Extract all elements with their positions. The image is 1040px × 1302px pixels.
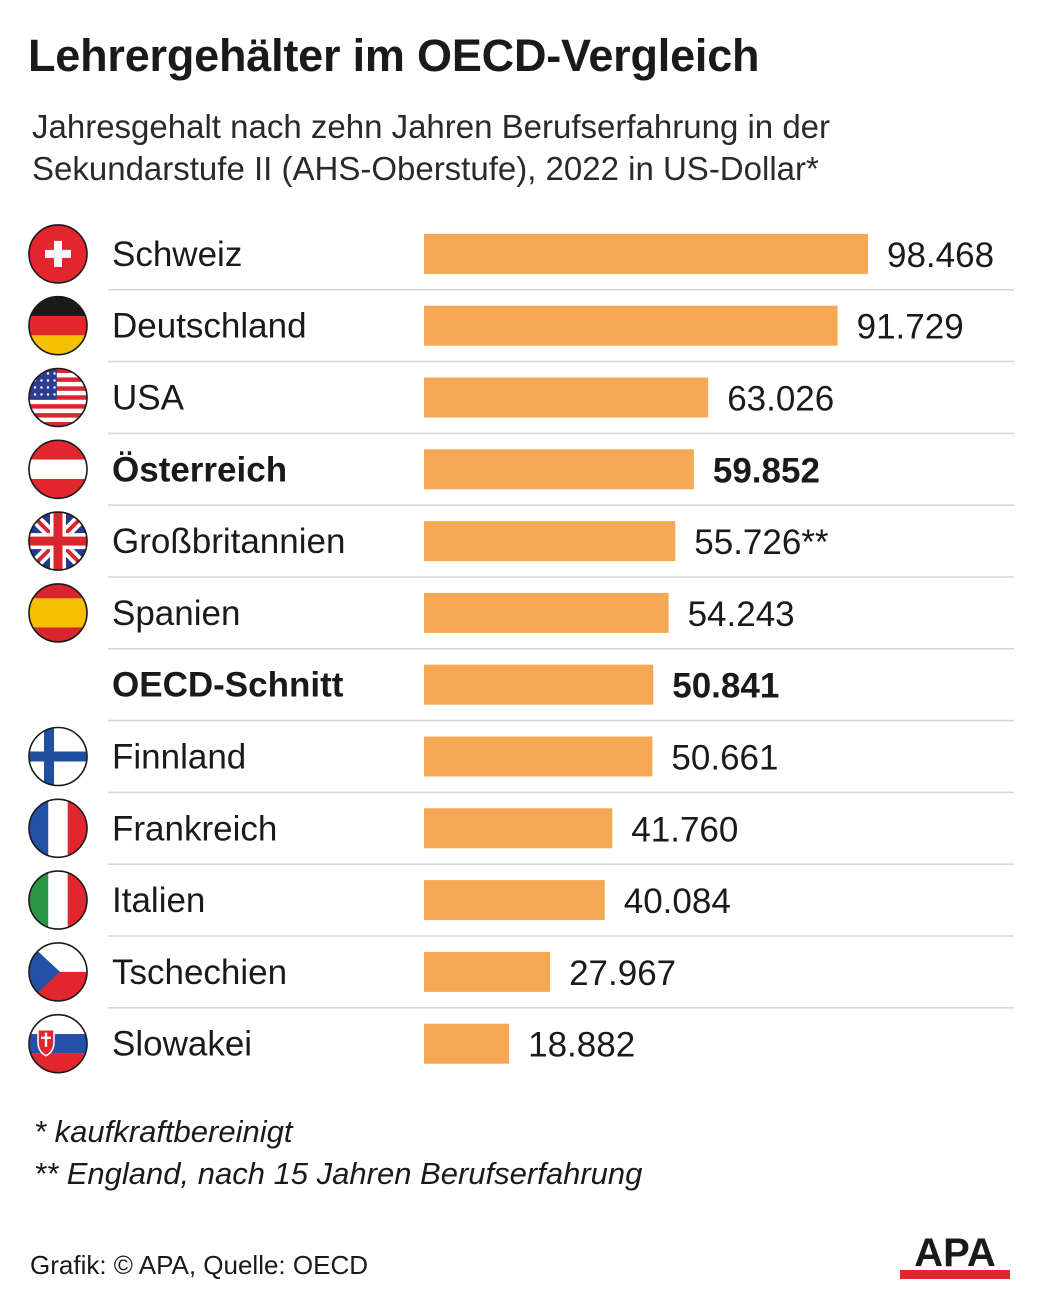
switzerland-flag-icon [28,224,88,284]
row-label-grossbritannien: Großbritannien [112,522,345,561]
finland-flag-icon [28,726,88,787]
row-label-slowakei: Slowakei [112,1025,252,1064]
bar-spanien [424,592,669,633]
row-label-usa: USA [112,379,185,418]
bar-schweiz [424,233,868,274]
slovakia-flag-icon [28,1013,88,1074]
row-label-oecd-schnitt: OECD-Schnitt [112,666,344,705]
usa-flag-icon [28,367,88,428]
value-label-spanien: 54.243 [688,595,795,634]
row-label-tschechien: Tschechien [112,953,287,992]
apa-logo-bar [900,1270,1010,1279]
austria-flag-icon [28,439,88,500]
bar-grossbritannien [424,521,676,562]
apa-logo-text: APA [914,1232,995,1275]
bar-osterreich [424,449,694,490]
bar-tschechien [424,951,551,992]
uk-flag-icon [28,511,88,571]
row-label-osterreich: Österreich [112,450,287,489]
germany-flag-icon [28,295,88,356]
source-credit: Grafik: © APA, Quelle: OECD [30,1250,368,1280]
footnote-kaufkraft: * kaufkraftbereinigt [34,1114,293,1149]
bar-finnland [424,736,653,777]
value-label-osterreich: 59.852 [713,451,820,490]
row-label-spanien: Spanien [112,594,240,633]
italy-flag-icon [28,870,88,930]
row-label-finnland: Finnland [112,738,246,777]
value-label-italien: 40.084 [624,882,731,921]
value-label-grossbritannien: 55.726** [694,523,829,562]
apa-logo: APA [900,1232,1010,1279]
france-flag-icon [28,798,88,859]
value-label-usa: 63.026 [727,380,834,419]
row-label-schweiz: Schweiz [112,235,242,274]
value-label-frankreich: 41.760 [631,810,738,849]
bar-chart: Schweiz 98.468 Deutschland 91.729 USA 63.026 Ö… [28,224,1014,1074]
row-label-italien: Italien [112,881,205,920]
value-label-deutschland: 91.729 [857,308,964,347]
bar-frankreich [424,808,613,849]
value-label-schweiz: 98.468 [887,236,994,275]
bar-deutschland [424,305,838,346]
bar-oecd-schnitt [424,664,654,705]
footnote-england: ** England, nach 15 Jahren Berufserfahru… [34,1156,643,1191]
bar-slowakei [424,1023,510,1064]
chart-subtitle: Jahresgehalt nach zehn Jahren Berufserfa… [32,108,831,187]
value-label-slowakei: 18.882 [528,1026,635,1065]
bar-usa [424,377,709,418]
value-label-oecd-schnitt: 50.841 [672,667,779,706]
czechia-flag-icon [28,942,88,1002]
value-label-finnland: 50.661 [671,739,778,778]
spain-flag-icon [28,583,88,643]
value-label-tschechien: 27.967 [569,954,676,993]
chart-title: Lehrergehälter im OECD-Vergleich [28,30,760,81]
row-label-deutschland: Deutschland [112,307,307,346]
bar-italien [424,880,605,921]
row-label-frankreich: Frankreich [112,809,277,848]
